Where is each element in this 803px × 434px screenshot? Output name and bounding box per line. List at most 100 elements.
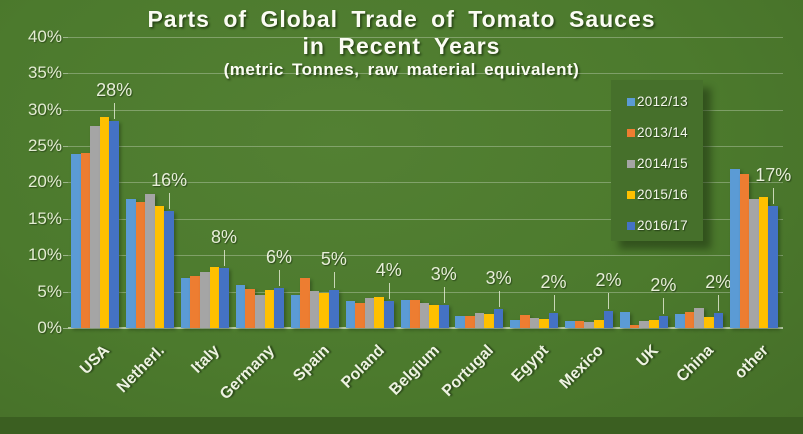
bar: [594, 319, 604, 328]
bar: [758, 196, 769, 328]
legend-label: 2012/13: [637, 94, 688, 109]
bar: [768, 206, 779, 328]
bar: [219, 268, 229, 328]
bar: [400, 299, 411, 328]
bar: [164, 210, 174, 328]
y-tick-label: 25%: [27, 136, 62, 155]
y-axis-tick: [63, 328, 68, 329]
bar: [419, 303, 430, 328]
bar: [300, 277, 310, 328]
y-axis-tick: [63, 146, 68, 147]
bar: [345, 301, 356, 328]
gridline: [68, 146, 783, 147]
chart-subtitle: (metric Tonnes, raw material equivalent): [223, 60, 580, 79]
y-tick-label: 10%: [27, 245, 62, 265]
bar: [620, 311, 630, 328]
data-label-leader-line: [224, 250, 226, 267]
gridline: [68, 218, 783, 220]
data-label-leader-line: [388, 283, 390, 300]
y-tick-label: 5%: [37, 281, 62, 301]
data-label: 2%: [650, 275, 677, 296]
data-label: 2%: [705, 271, 732, 292]
chart-title: Parts of Global Trade of Tomato Sauces i…: [0, 6, 803, 80]
legend-swatch-icon: [627, 128, 635, 137]
y-tick-label: 0%: [37, 318, 62, 337]
data-label-leader-line: [718, 294, 720, 311]
y-axis-tick: [63, 255, 68, 257]
y-axis-tick: [63, 218, 68, 220]
bar: [290, 294, 301, 328]
y-tick-label: 15%: [27, 208, 62, 228]
legend-swatch-icon: [627, 190, 635, 199]
bar: [109, 121, 119, 328]
bar: [519, 314, 530, 328]
bar: [584, 322, 595, 328]
bar: [264, 290, 275, 328]
bar: [145, 194, 155, 328]
data-label: 2%: [540, 271, 567, 292]
bar: [703, 317, 714, 328]
bar: [329, 290, 339, 328]
legend-item: 2016/17: [611, 210, 703, 241]
bar: [629, 325, 640, 328]
data-label-leader-line: [608, 293, 610, 310]
chart-title-line2: in Recent Years: [302, 33, 501, 59]
bar: [245, 289, 255, 328]
data-label-leader-line: [443, 287, 445, 304]
bar: [309, 290, 320, 328]
data-label: 6%: [265, 246, 292, 267]
gridline: [68, 36, 783, 38]
legend-swatch-icon: [627, 221, 635, 230]
legend-swatch-icon: [627, 159, 635, 168]
y-tick-label: 35%: [27, 63, 62, 83]
bar: [684, 311, 695, 328]
bar: [374, 297, 384, 328]
bar: [90, 126, 100, 328]
gridline: [68, 73, 783, 75]
y-tick-label: 20%: [27, 172, 62, 192]
gridline: [68, 291, 783, 293]
bar: [429, 304, 439, 328]
data-label: 17%: [755, 165, 792, 186]
bar: [510, 319, 520, 328]
y-tick-label: 40%: [27, 26, 62, 46]
data-label: 28%: [96, 80, 133, 101]
legend-item: 2015/16: [611, 179, 703, 210]
legend: 2012/13 2013/14 2014/15 2015/16 2016/17: [611, 80, 703, 241]
data-label: 3%: [430, 264, 457, 285]
bar: [493, 309, 504, 328]
legend-label: 2014/15: [637, 156, 688, 171]
bar: [484, 314, 494, 328]
data-label: 8%: [211, 227, 238, 248]
data-label-leader-line: [773, 188, 775, 205]
legend-label: 2015/16: [637, 187, 688, 202]
data-label: 2%: [595, 270, 622, 291]
bar: [80, 152, 91, 328]
data-label-leader-line: [169, 192, 171, 209]
bar: [539, 319, 549, 328]
data-label-leader-line: [278, 269, 280, 286]
bar: [474, 312, 485, 328]
y-axis-tick: [63, 36, 68, 38]
bar: [125, 199, 136, 328]
bar: [730, 169, 740, 328]
bar: [739, 173, 750, 328]
data-label-leader-line: [114, 103, 116, 120]
bar: [574, 321, 585, 328]
bar: [694, 307, 704, 328]
bar: [410, 299, 420, 328]
bar: [713, 312, 724, 328]
chart-title-line1: Parts of Global Trade of Tomato Sauces: [147, 6, 656, 32]
bar: [565, 320, 575, 328]
gridline: [68, 255, 783, 257]
data-label-leader-line: [333, 272, 335, 289]
bar: [319, 293, 330, 328]
bottom-band: [0, 417, 803, 434]
gridline: [68, 182, 783, 184]
bar: [639, 321, 649, 328]
data-label: 16%: [151, 169, 188, 190]
gridline: [68, 109, 783, 111]
bar: [274, 287, 284, 328]
data-label-leader-line: [553, 294, 555, 311]
